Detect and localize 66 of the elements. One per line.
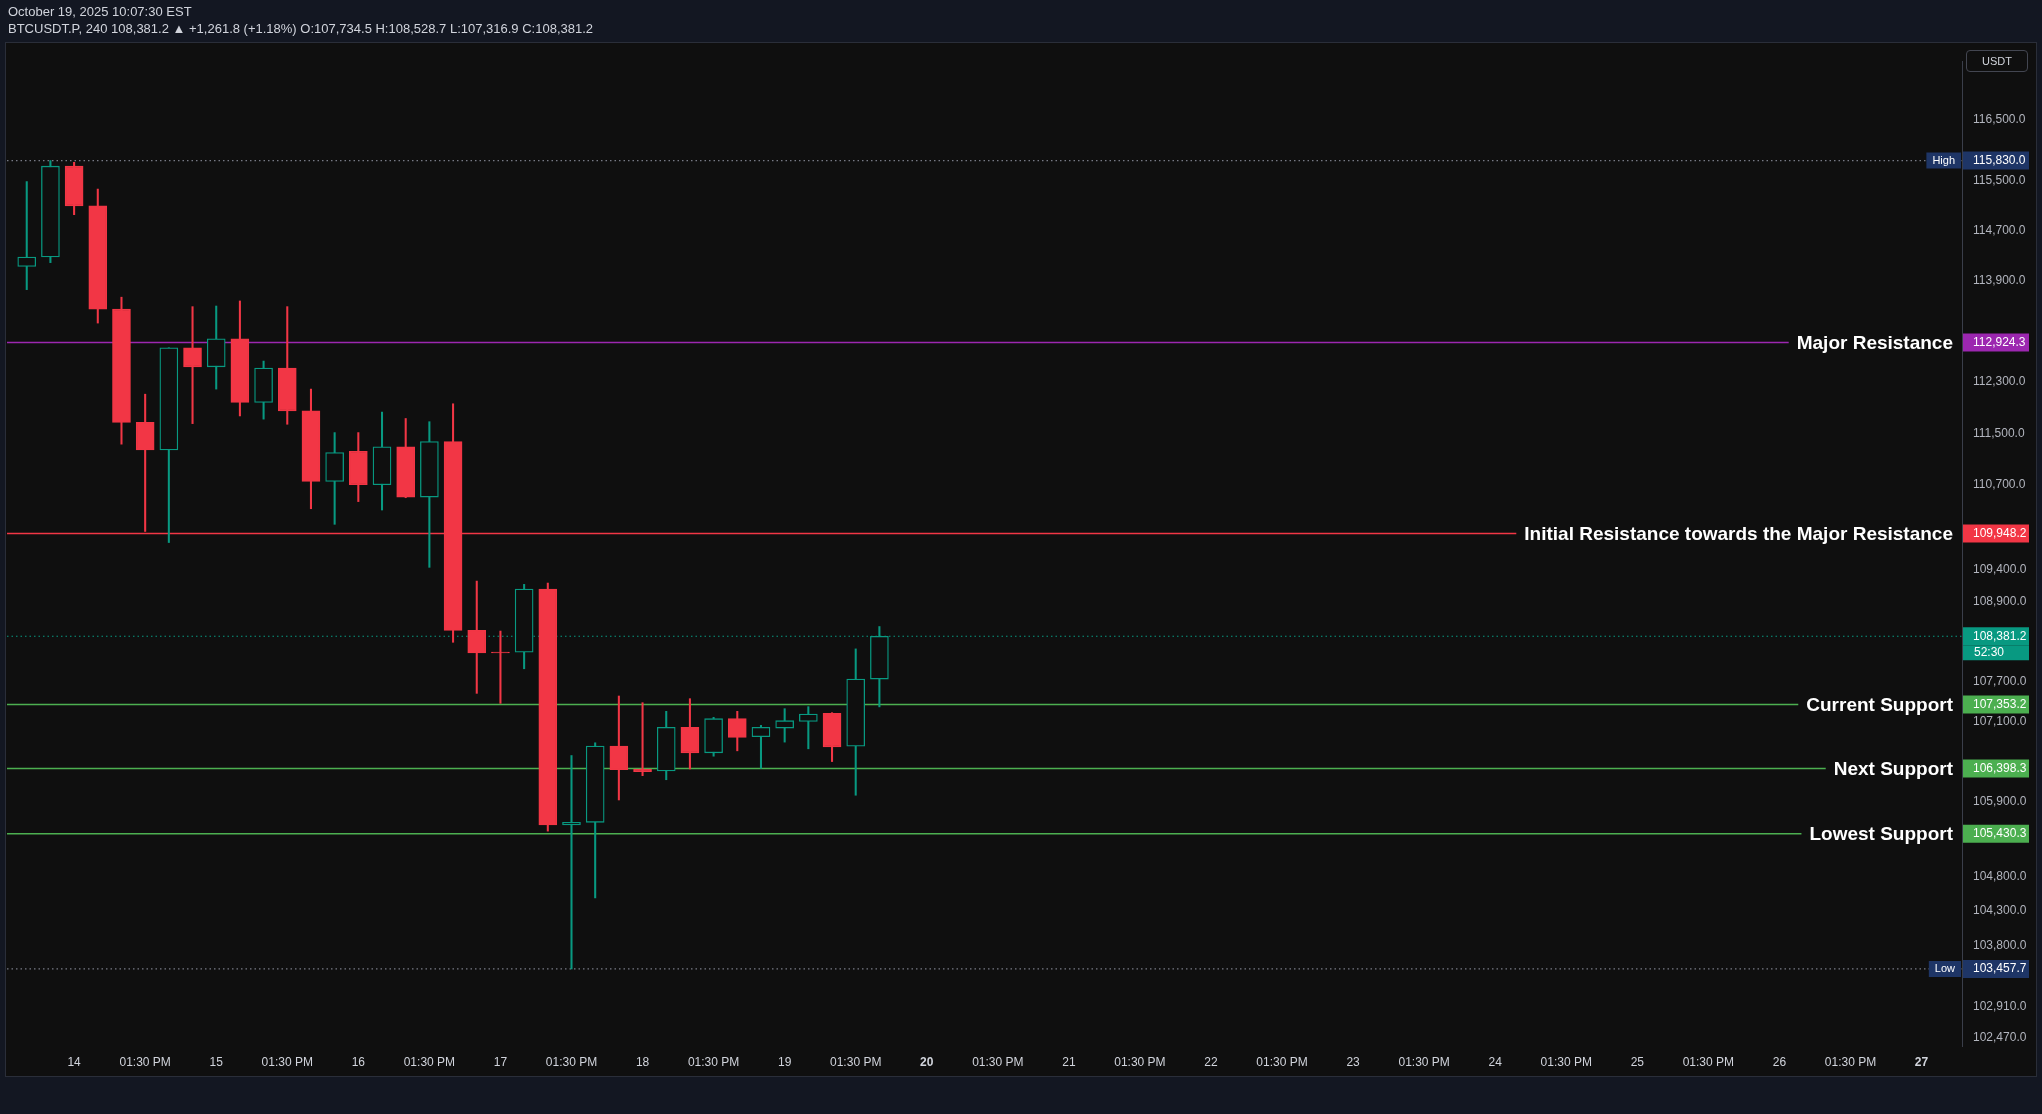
- x-tick-label: 01:30 PM: [1398, 1054, 1450, 1069]
- chart-subtitle: BTCUSDT.P, 240 108,381.2 ▲ +1,261.8 (+1.18%) O:107,734.5 H:108,528.7 L:107,316.9 C:108,381.2: [8, 21, 594, 37]
- y-tick-label: 114,700.0: [1973, 223, 2026, 238]
- x-tick-label: 14: [67, 1054, 82, 1069]
- x-tick-label: 01:30 PM: [545, 1054, 598, 1069]
- y-tick-label: 108,381.2: [1973, 628, 2027, 643]
- x-tick-label: 01:30 PM: [1256, 1054, 1308, 1069]
- text: 52:30: [1974, 644, 2005, 659]
- x-tick-label: 23: [1346, 1054, 1361, 1069]
- x-tick-label: 01:30 PM: [972, 1054, 1024, 1069]
- y-tick-label: 104,300.0: [1973, 903, 2027, 918]
- x-tick-label: 01:30 PM: [1682, 1054, 1735, 1069]
- x-tick-label: 16: [351, 1054, 366, 1069]
- ref-line-label: Lowest Support: [1809, 823, 1954, 845]
- x-tick-label: 20: [920, 1054, 934, 1069]
- y-tick-label: 115,830.0: [1973, 152, 2026, 167]
- y-tick-label: 107,353.2: [1973, 696, 2027, 711]
- y-tick-label: 109,400.0: [1973, 561, 2027, 576]
- candlestick: [633, 702, 652, 777]
- x-tick-label: 18: [635, 1054, 650, 1069]
- y-axis-title: USDT: [1966, 50, 2028, 72]
- x-tick-label: 17: [493, 1054, 508, 1069]
- x-tick-label: 21: [1062, 1054, 1076, 1069]
- y-tick-label: 109,948.2: [1973, 525, 2027, 540]
- y-tick-label: 115,500.0: [1973, 173, 2026, 188]
- candlestick: [491, 630, 510, 704]
- x-tick-label: 26: [1772, 1054, 1787, 1069]
- ref-line-label: Current Support: [1806, 693, 1954, 715]
- x-tick-label: 01:30 PM: [119, 1054, 171, 1069]
- ref-line-label: Major Resistance: [1796, 331, 1953, 353]
- ref-line-label: Initial Resistance towards the Major Resistance: [1524, 522, 1953, 544]
- x-tick-label: 27: [1914, 1054, 1929, 1069]
- y-tick-label: 102,910.0: [1973, 999, 2027, 1014]
- y-tick-label: 103,800.0: [1973, 937, 2027, 952]
- x-tick-label: 01:30 PM: [1824, 1054, 1877, 1069]
- y-tick-label: 105,900.0: [1973, 794, 2027, 809]
- y-tick-label: 104,800.0: [1973, 869, 2027, 884]
- y-tick-label: 106,398.3: [1973, 760, 2027, 775]
- ref-line-label: High: [1932, 154, 1955, 167]
- x-tick-label: 01:30 PM: [830, 1054, 882, 1069]
- y-tick-label: 105,430.3: [1973, 826, 2027, 841]
- y-tick-label: 112,924.3: [1973, 334, 2026, 349]
- y-tick-label: 103,457.7: [1973, 961, 2027, 976]
- x-tick-label: 01:30 PM: [1114, 1054, 1166, 1069]
- candlestick: [562, 755, 581, 970]
- y-tick-label: 110,700.0: [1973, 477, 2026, 492]
- x-tick-label: 15: [209, 1054, 224, 1069]
- y-tick-label: 111,500.0: [1973, 425, 2025, 440]
- x-tick-label: 01:30 PM: [403, 1054, 456, 1069]
- x-tick-label: 01:30 PM: [687, 1054, 740, 1069]
- x-tick-label: 24: [1488, 1054, 1503, 1069]
- chart-title: October 19, 2025 10:07:30 EST: [8, 4, 192, 20]
- x-tick-label: 25: [1630, 1054, 1645, 1069]
- ref-line-label: Next Support: [1833, 757, 1954, 779]
- y-tick-label: 113,900.0: [1973, 273, 2026, 288]
- y-tick-label: 107,100.0: [1973, 713, 2027, 728]
- x-tick-label: 01:30 PM: [261, 1054, 313, 1069]
- x-tick-label: 22: [1204, 1054, 1218, 1069]
- y-tick-label: 112,300.0: [1973, 374, 2026, 389]
- y-tick-label: 108,900.0: [1973, 594, 2027, 609]
- y-tick-label: 116,500.0: [1973, 111, 2026, 126]
- x-tick-label: 01:30 PM: [1540, 1054, 1592, 1069]
- x-tick-label: 19: [777, 1054, 792, 1069]
- ref-line-label: Low: [1934, 962, 1956, 975]
- y-tick-label: 102,470.0: [1973, 1029, 2027, 1044]
- y-tick-label: 107,700.0: [1973, 673, 2027, 688]
